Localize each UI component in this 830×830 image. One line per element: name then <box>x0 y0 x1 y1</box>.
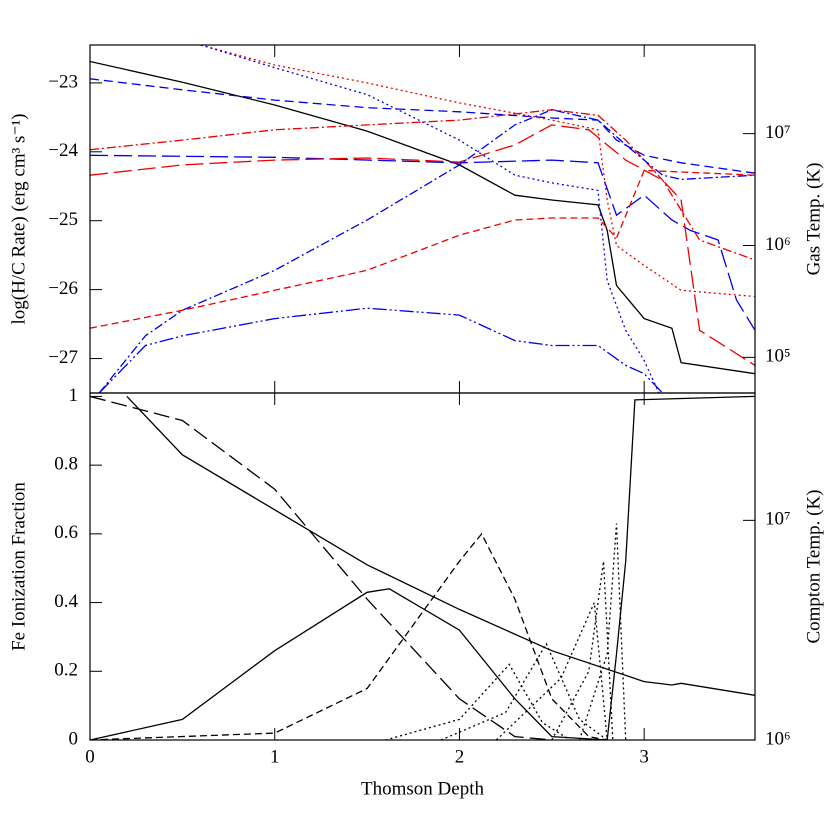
y2-axis-label: Gas Temp. (K) <box>803 163 824 276</box>
y-tick-label: 0.4 <box>54 591 78 612</box>
y2-tick-label: 10⁶ <box>765 234 791 255</box>
y-tick-label: −23 <box>48 71 78 92</box>
y-axis-label: Fe Ionization Fraction <box>8 482 29 651</box>
data-line <box>551 561 614 740</box>
y-tick-label: 0.6 <box>54 522 78 543</box>
plot-frame <box>89 44 756 394</box>
plot-frame <box>89 392 756 741</box>
data-line <box>200 45 755 298</box>
y2-axis-label: Compton Temp. (K) <box>803 489 824 643</box>
y-tick-label: 0 <box>69 728 79 749</box>
data-line <box>495 600 608 740</box>
y-tick-label: 0.8 <box>54 454 78 475</box>
data-line <box>90 395 552 740</box>
data-line <box>90 588 608 740</box>
data-line <box>98 109 755 393</box>
data-line <box>385 663 571 740</box>
data-line <box>578 523 627 740</box>
y2-tick-label: 10⁷ <box>765 509 791 530</box>
x-tick-label: 3 <box>639 746 649 767</box>
data-line <box>90 169 755 329</box>
data-line <box>90 124 755 366</box>
x-tick-label: 1 <box>270 746 280 767</box>
data-line <box>90 109 755 261</box>
y-tick-label: −26 <box>48 278 78 299</box>
data-line <box>126 395 755 696</box>
y-tick-label: −25 <box>48 209 78 230</box>
y2-tick-label: 10⁵ <box>765 346 791 367</box>
y-tick-label: −27 <box>48 347 78 368</box>
data-line <box>90 532 608 740</box>
y-tick-label: 1 <box>69 385 79 406</box>
x-tick-label: 2 <box>455 746 465 767</box>
data-line <box>440 642 608 740</box>
y-tick-label: −24 <box>48 140 78 161</box>
data-line <box>98 307 664 393</box>
data-line <box>606 395 755 740</box>
x-tick-label: 0 <box>85 746 95 767</box>
data-line <box>90 60 755 375</box>
data-line <box>90 78 755 174</box>
x-axis-label: Thomson Depth <box>361 778 484 799</box>
data-line <box>200 45 660 393</box>
y2-tick-label: 10⁶ <box>765 728 791 749</box>
data-line <box>90 154 755 331</box>
y-tick-label: 0.2 <box>54 660 78 681</box>
y-axis-label: log(H/C Rate) (erg cm³ s⁻¹) <box>8 113 29 324</box>
y2-tick-label: 10⁷ <box>765 122 791 143</box>
